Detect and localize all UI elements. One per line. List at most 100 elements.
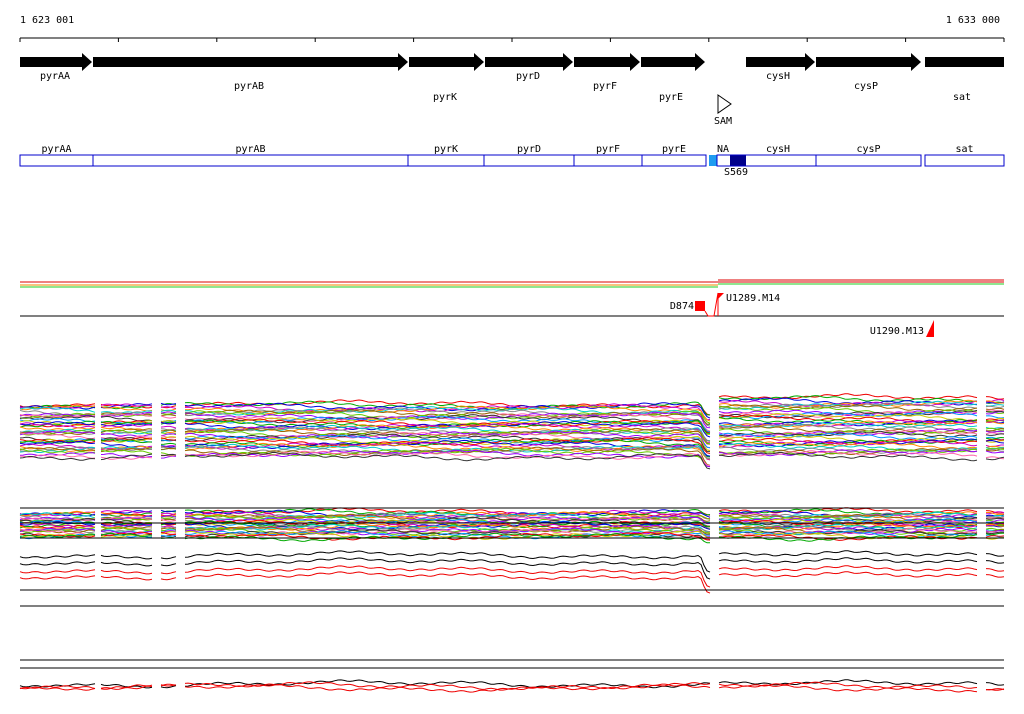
- expression-line: [19, 518, 96, 523]
- expression-line: [160, 509, 177, 513]
- expression-line: [100, 561, 153, 567]
- expression-line: [100, 437, 153, 442]
- expression-line: [718, 420, 978, 428]
- expression-line: [184, 507, 711, 517]
- expression-line: [718, 406, 978, 415]
- gene-label: sat: [953, 92, 971, 103]
- expression-line: [985, 405, 1005, 408]
- expression-line: [184, 443, 711, 459]
- segment-label: pyrD: [517, 144, 541, 155]
- expression-line: [718, 438, 978, 448]
- expression-line: [160, 414, 177, 417]
- expression-line: [161, 453, 177, 457]
- expression-line: [100, 532, 153, 538]
- gene-label: cysH: [766, 71, 790, 82]
- expression-line: [100, 456, 153, 460]
- expression-line: [985, 531, 1005, 535]
- segment-note: S569: [724, 167, 748, 178]
- marker-flag: [926, 320, 934, 337]
- expression-line: [160, 512, 177, 516]
- expression-line: [100, 524, 153, 528]
- segment-label: pyrE: [662, 144, 686, 155]
- expression-line: [718, 571, 978, 578]
- expression-line: [160, 447, 177, 450]
- gene-arrow: [93, 53, 408, 71]
- expression-line: [985, 515, 1005, 519]
- expression-line: [160, 421, 177, 425]
- gene-arrow: [20, 53, 92, 71]
- segment-dark: [730, 155, 746, 166]
- expression-line: [985, 535, 1005, 538]
- expression-line: [985, 400, 1005, 404]
- expression-line: [100, 447, 153, 453]
- gene-label: pyrAB: [234, 81, 264, 92]
- marker-box: [695, 301, 705, 311]
- expression-line: [19, 686, 96, 691]
- expression-line: [160, 530, 177, 534]
- gene-arrow: [641, 53, 705, 71]
- expression-line: [100, 413, 153, 417]
- expression-line: [100, 528, 153, 534]
- expression-line: [184, 418, 711, 434]
- expression-line: [19, 417, 96, 423]
- expression-line: [184, 527, 711, 538]
- expression-line: [100, 526, 152, 532]
- expression-line: [184, 565, 711, 588]
- gene-arrow: [409, 53, 484, 71]
- expression-line: [19, 561, 96, 566]
- expression-line: [718, 393, 978, 400]
- expression-line: [184, 431, 711, 452]
- expression-line: [718, 518, 978, 526]
- expression-line: [160, 531, 177, 535]
- expression-line: [100, 554, 153, 560]
- expression-line: [718, 419, 978, 428]
- segment-label: NA: [717, 144, 729, 155]
- expression-line: [985, 568, 1005, 572]
- expression-line: [100, 512, 153, 518]
- expression-line: [718, 681, 978, 689]
- segment-box: [641, 154, 707, 167]
- expression-line: [985, 440, 1004, 443]
- expression-line: [160, 534, 177, 537]
- ruler-start: 1 623 001: [20, 15, 74, 26]
- expression-line: [19, 412, 96, 419]
- expression-line: [718, 400, 978, 407]
- expression-line: [184, 550, 711, 573]
- expression-line: [184, 445, 711, 459]
- segment-box: [407, 154, 485, 167]
- expression-line: [100, 428, 153, 433]
- expression-line: [160, 442, 177, 445]
- expression-line: [160, 402, 177, 406]
- gene-arrow: [485, 53, 573, 71]
- expression-line: [19, 422, 96, 428]
- expression-line: [985, 421, 1005, 425]
- expression-line: [184, 523, 711, 533]
- gene-arrow: [746, 53, 815, 71]
- expression-line: [985, 553, 1005, 557]
- expression-line: [100, 424, 153, 428]
- expression-line: [19, 430, 96, 436]
- segment-box: [92, 154, 409, 167]
- expression-line: [19, 522, 96, 529]
- expression-line: [985, 532, 1005, 536]
- expression-line: [100, 438, 153, 444]
- expression-line: [184, 407, 711, 427]
- expression-line: [100, 523, 153, 527]
- expression-line: [100, 453, 153, 461]
- expression-line: [100, 569, 153, 575]
- expression-line: [184, 571, 711, 594]
- segment-label: cysP: [856, 144, 880, 155]
- expression-line: [19, 456, 96, 461]
- expression-line: [160, 415, 177, 419]
- gene-label: pyrK: [433, 92, 457, 103]
- expression-line: [184, 683, 711, 693]
- expression-line: [718, 550, 978, 557]
- expression-line: [100, 445, 153, 451]
- expression-line: [985, 682, 1005, 686]
- segment-box: [573, 154, 643, 167]
- expression-line: [100, 453, 153, 459]
- expression-line: [718, 404, 978, 412]
- expression-line: [985, 523, 1005, 527]
- expression-line: [184, 515, 711, 525]
- expression-line: [19, 447, 96, 452]
